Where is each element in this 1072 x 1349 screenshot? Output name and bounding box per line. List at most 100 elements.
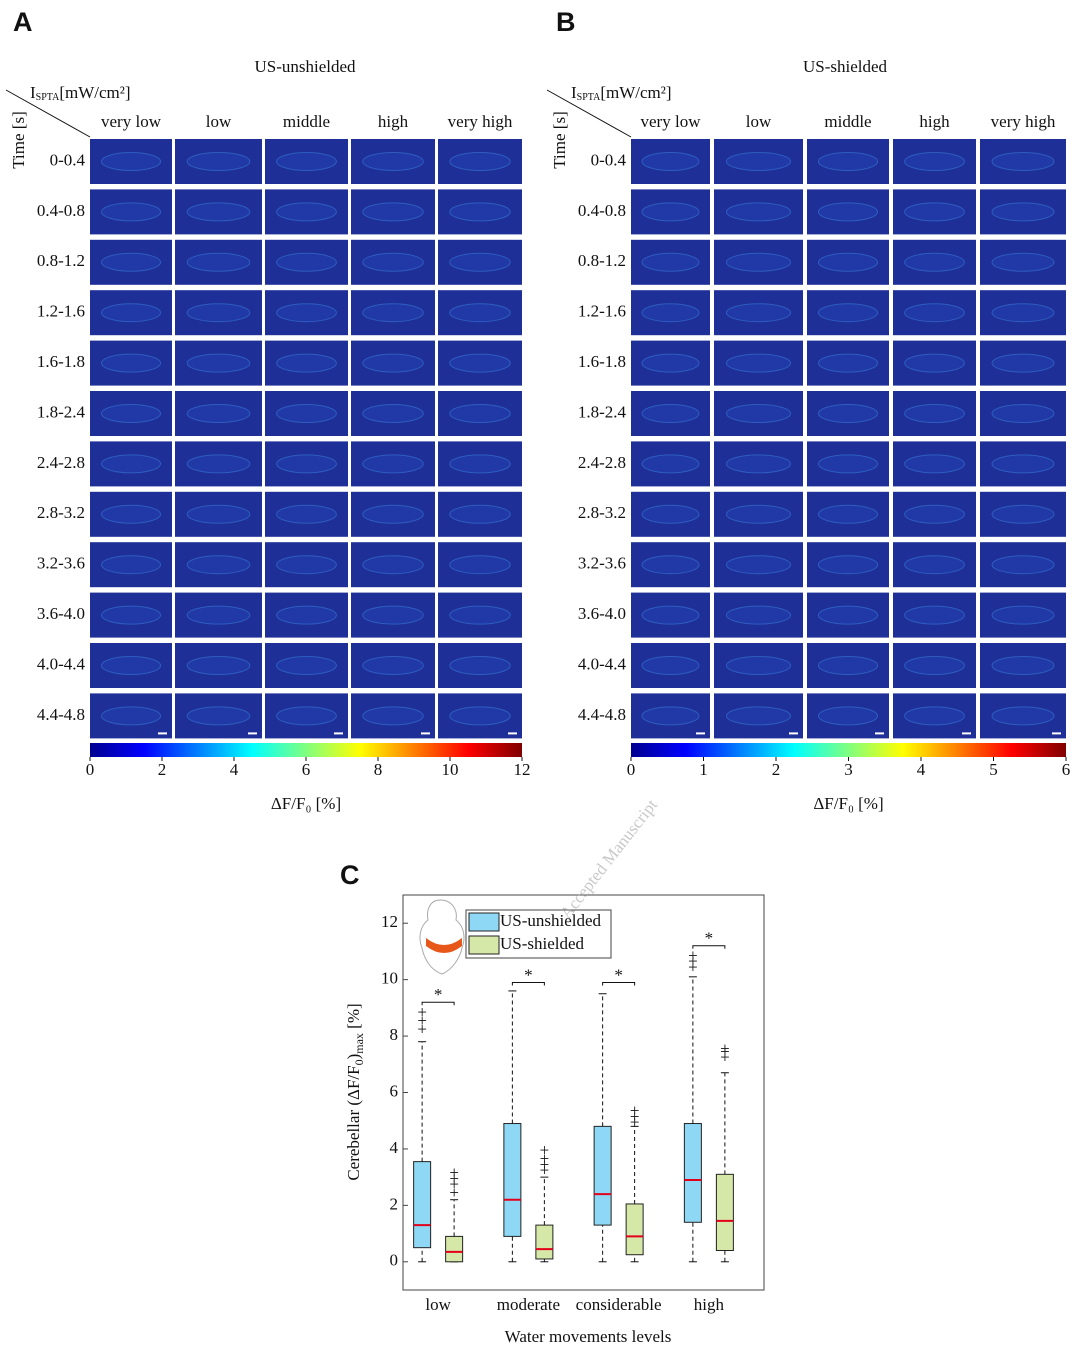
colorbar-tick-label: 6 — [1062, 760, 1071, 779]
heatmap-cell — [631, 441, 710, 487]
y-tick-label: 10 — [381, 969, 398, 988]
outlier: + — [720, 1048, 730, 1067]
brain-outline — [100, 152, 162, 171]
heatmap-cell — [438, 592, 522, 638]
brain-outline — [641, 252, 700, 272]
heatmap-cell — [90, 290, 172, 336]
intensity-label: ISPTA[mW/cm²] — [571, 83, 672, 103]
heatmap-cell — [438, 693, 522, 739]
row-label: 2.4-2.8 — [37, 453, 85, 472]
heatmap-cell — [175, 391, 262, 436]
brain-outline — [100, 404, 162, 423]
intensity-unit: [mW/cm²] — [600, 83, 671, 102]
brain-outline — [991, 555, 1055, 575]
heatmap-cell — [90, 441, 172, 487]
heatmap-cell — [90, 491, 172, 537]
heatmap-cell — [893, 189, 976, 235]
brain-outline — [991, 202, 1055, 222]
heatmap-cell — [631, 340, 710, 386]
brain-outline — [186, 404, 251, 423]
row-label: 3.2-3.6 — [578, 554, 626, 573]
heatmap-cell — [175, 491, 262, 537]
brain-outline — [100, 656, 162, 675]
brain-outline — [817, 605, 879, 625]
outlier: + — [417, 1019, 427, 1038]
brain-outline — [100, 504, 162, 524]
brain-outline — [449, 555, 511, 575]
heatmap-cell — [893, 441, 976, 487]
y-label-main: Cerebellar (ΔF/F — [344, 1065, 363, 1180]
row-label: 2.4-2.8 — [578, 453, 626, 472]
outlier: + — [417, 1011, 427, 1030]
heatmap-cell — [90, 391, 172, 436]
brain-outline — [725, 706, 792, 726]
brain-outline — [186, 504, 251, 524]
brain-outline — [904, 504, 965, 524]
row-label: 3.6-4.0 — [578, 604, 626, 623]
heatmap-cell — [90, 139, 172, 184]
colorbar-tick-label: 0 — [627, 760, 636, 779]
brain-outline — [276, 353, 337, 373]
heatmap-cell — [265, 643, 348, 688]
outlier: + — [449, 1175, 459, 1194]
brain-outline — [725, 656, 792, 675]
outlier: + — [630, 1107, 640, 1126]
brain-outline — [276, 706, 337, 726]
heatmap-cell — [714, 189, 803, 235]
corner-diagonal — [5, 89, 91, 138]
y-tick-label: 4 — [390, 1138, 399, 1157]
brain-outline — [817, 555, 879, 575]
row-label: 4.4-4.8 — [578, 705, 626, 724]
y-tick-label: 0 — [390, 1251, 399, 1270]
heatmap-cell — [714, 643, 803, 688]
brain-outline — [276, 454, 337, 474]
brain-outline — [276, 303, 337, 323]
heatmap-cell — [265, 592, 348, 638]
row-label: 0.8-1.2 — [37, 251, 85, 270]
brain-outline — [904, 605, 965, 625]
outlier: + — [449, 1169, 459, 1188]
column-label: middle — [824, 112, 871, 131]
colorbar-tick-label: 5 — [989, 760, 998, 779]
brain-outline — [100, 202, 162, 222]
heatmap-cell — [807, 290, 889, 336]
row-label: 3.6-4.0 — [37, 604, 85, 623]
outlier: + — [540, 1141, 550, 1160]
y-tick-label: 12 — [381, 912, 398, 931]
heatmap-cell — [351, 643, 435, 688]
heatmap-cell — [438, 391, 522, 436]
heatmap-cell — [980, 391, 1066, 436]
x-tick-label: considerable — [576, 1295, 662, 1314]
brain-outline — [186, 303, 251, 323]
brain-outline — [725, 605, 792, 625]
outlier: + — [540, 1149, 550, 1168]
box — [445, 1235, 464, 1263]
brain-outline — [449, 152, 511, 171]
y-label-close: ) — [344, 1054, 363, 1060]
heatmap-cell — [265, 441, 348, 487]
brain-outline — [362, 656, 424, 675]
heatmap-cell — [175, 239, 262, 285]
column-label: high — [378, 112, 409, 131]
brain-outline — [362, 605, 424, 625]
heatmap-cell — [90, 189, 172, 235]
brain-outline — [100, 454, 162, 474]
legend-swatch — [468, 912, 500, 932]
brain-outline — [817, 252, 879, 272]
brain-outline — [725, 303, 792, 323]
heatmap-cell — [980, 340, 1066, 386]
brain-outline — [362, 152, 424, 171]
legend-label: US-unshielded — [500, 911, 602, 930]
brain-outline — [991, 252, 1055, 272]
brain-outline — [904, 706, 965, 726]
heatmap-cell — [351, 189, 435, 235]
brain-outline — [449, 605, 511, 625]
heatmap-cell — [265, 139, 348, 184]
brain-outline — [725, 353, 792, 373]
heatmap-cell — [893, 391, 976, 436]
heatmap-cell — [980, 189, 1066, 235]
brain-outline — [276, 152, 337, 171]
row-label: 4.0-4.4 — [578, 654, 627, 673]
outlier: + — [688, 952, 698, 971]
brain-outline — [641, 605, 700, 625]
